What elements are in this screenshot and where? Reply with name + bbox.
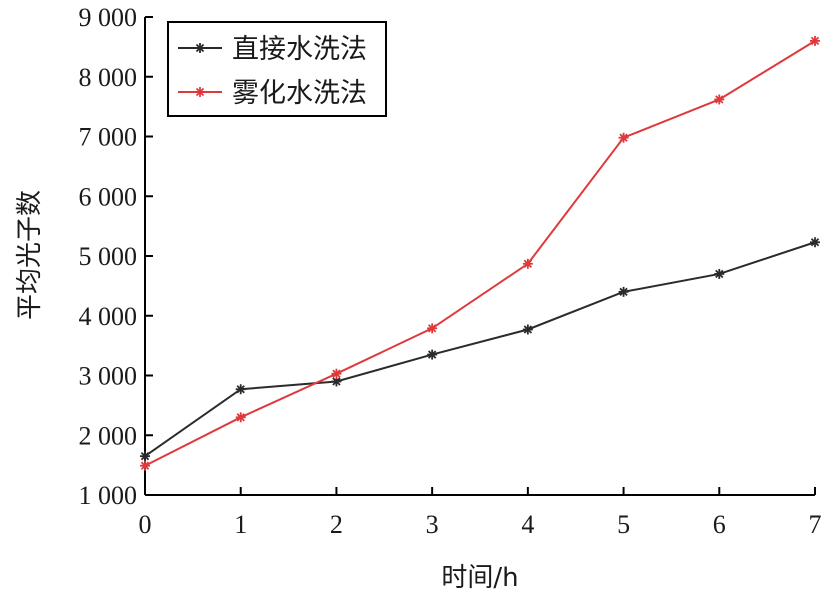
data-point bbox=[810, 35, 820, 46]
data-point bbox=[810, 237, 820, 248]
series-2 bbox=[140, 35, 820, 471]
y-tick-label: 4 000 bbox=[79, 302, 138, 331]
data-point bbox=[714, 94, 725, 105]
data-point bbox=[235, 412, 246, 423]
y-tick-label: 8 000 bbox=[79, 63, 138, 92]
x-tick-label: 7 bbox=[809, 510, 822, 539]
y-tick-label: 2 000 bbox=[79, 421, 138, 450]
data-point bbox=[140, 451, 150, 462]
data-point bbox=[140, 460, 150, 471]
data-point bbox=[331, 376, 342, 387]
x-tick-label: 3 bbox=[426, 510, 439, 539]
data-point bbox=[522, 324, 533, 335]
x-axis-ticks: 0 1 2 3 4 5 6 7 bbox=[139, 487, 822, 539]
y-tick-label: 6 000 bbox=[79, 182, 138, 211]
data-point bbox=[618, 132, 629, 143]
data-point bbox=[331, 368, 342, 379]
y-axis-ticks: 1 000 2 000 3 000 4 000 5 000 6 000 7 000 8 000… bbox=[79, 3, 153, 510]
y-tick-label: 9 000 bbox=[79, 3, 138, 32]
legend-marker bbox=[195, 43, 205, 53]
data-point bbox=[714, 268, 725, 279]
series-line bbox=[144, 241, 816, 457]
x-tick-label: 0 bbox=[139, 510, 152, 539]
data-point bbox=[618, 286, 629, 297]
legend-marker bbox=[195, 87, 205, 97]
x-tick-label: 5 bbox=[617, 510, 630, 539]
y-tick-label: 1 000 bbox=[79, 481, 138, 510]
legend-label: 直接水洗法 bbox=[232, 34, 367, 65]
series-1 bbox=[140, 237, 820, 462]
data-point bbox=[427, 323, 438, 334]
x-tick-label: 4 bbox=[521, 510, 534, 539]
x-tick-label: 1 bbox=[234, 510, 247, 539]
data-point bbox=[522, 258, 533, 269]
data-point bbox=[235, 384, 246, 395]
legend-box bbox=[167, 21, 387, 117]
y-tick-label: 7 000 bbox=[79, 123, 138, 152]
series-line bbox=[144, 40, 816, 467]
y-axis-label: 平均光子数 bbox=[15, 190, 45, 320]
legend-entry: 雾化水洗法 bbox=[178, 78, 367, 109]
y-tick-label: 5 000 bbox=[79, 242, 138, 271]
legend-entry: 直接水洗法 bbox=[178, 34, 367, 65]
series-layer bbox=[140, 35, 820, 471]
legend-label: 雾化水洗法 bbox=[232, 78, 367, 109]
x-axis-label: 时间/h bbox=[441, 563, 518, 593]
x-tick-label: 2 bbox=[330, 510, 343, 539]
data-point bbox=[427, 349, 438, 360]
y-tick-label: 3 000 bbox=[79, 362, 138, 391]
x-tick-label: 6 bbox=[713, 510, 726, 539]
